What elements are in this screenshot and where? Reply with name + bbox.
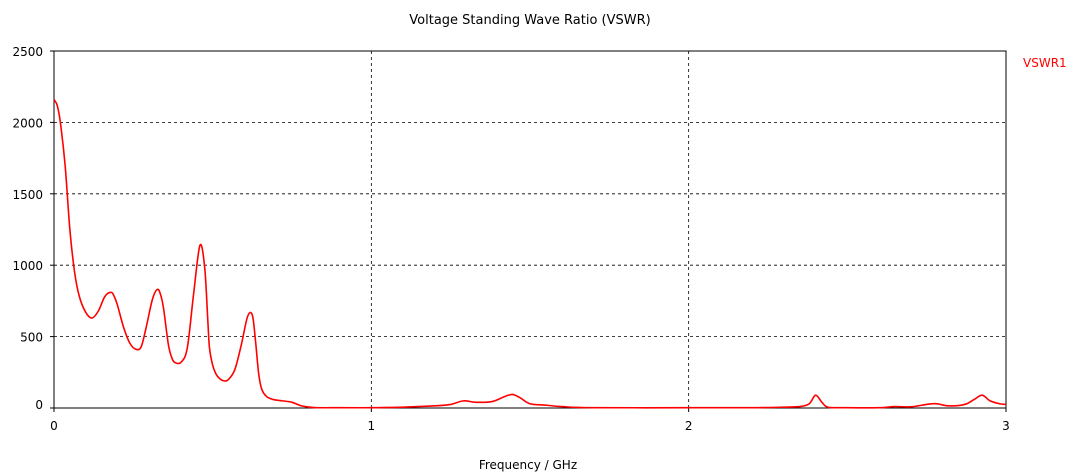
x-tick-label: 3 xyxy=(1002,419,1010,433)
series-line-vswr1 xyxy=(53,99,1007,409)
x-tick-label: 1 xyxy=(368,419,376,433)
x-axis-label: Frequency / GHz xyxy=(479,458,577,472)
x-tick-label: 2 xyxy=(685,419,693,433)
plot-frame xyxy=(53,50,1007,409)
y-tick-label: 1000 xyxy=(12,259,43,273)
chart-title: Voltage Standing Wave Ratio (VSWR) xyxy=(409,13,650,28)
x-axis: 0 1 2 3 xyxy=(50,408,1010,433)
grid-lines xyxy=(54,51,1006,408)
legend-vswr1: VSWR1 xyxy=(1023,56,1067,70)
y-tick-label: 2000 xyxy=(12,116,43,130)
y-tick-label: 500 xyxy=(20,331,43,345)
x-tick-label: 0 xyxy=(50,419,58,433)
y-tick-label: 0 xyxy=(35,398,43,412)
y-axis: 0 500 1000 1500 2000 2500 xyxy=(12,45,54,412)
y-tick-label: 1500 xyxy=(12,188,43,202)
y-tick-label: 2500 xyxy=(12,45,43,59)
